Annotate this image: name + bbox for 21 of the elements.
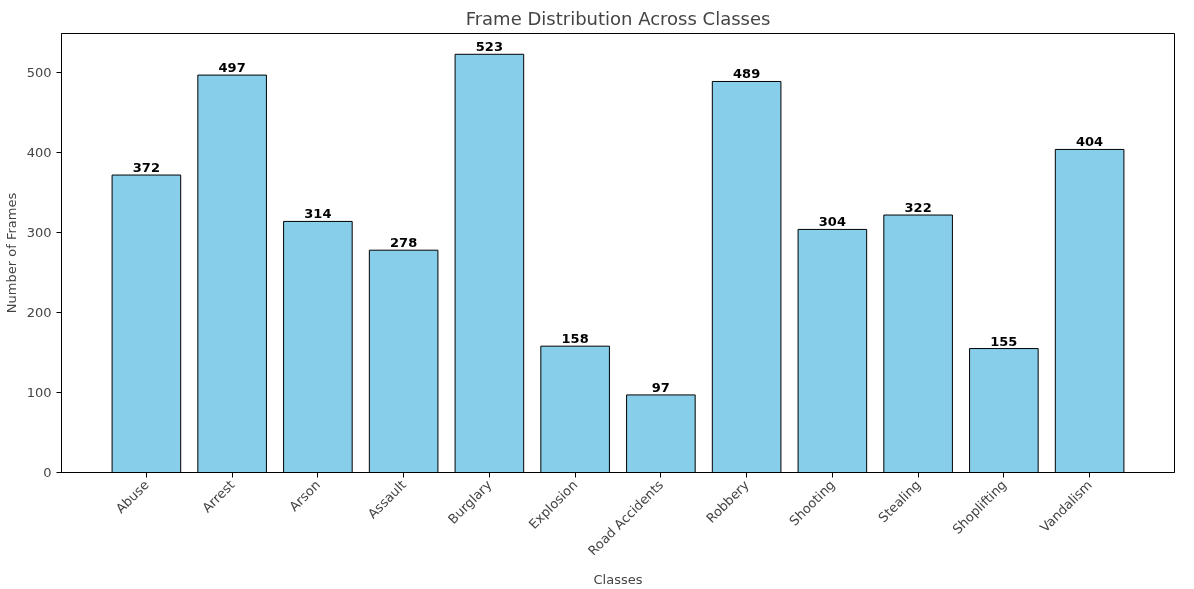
data-label: 497 — [218, 60, 246, 76]
y-tick-label: 400 — [26, 145, 52, 161]
data-label: 278 — [390, 235, 418, 251]
data-label: 158 — [561, 331, 589, 347]
chart-title: Frame Distribution Across Classes — [465, 7, 771, 29]
y-tick-label: 500 — [26, 65, 52, 81]
y-tick-label: 200 — [26, 305, 52, 321]
data-label: 489 — [733, 66, 761, 82]
data-label: 314 — [304, 206, 332, 222]
data-label: 372 — [132, 160, 160, 176]
y-axis-title: Number of Frames — [3, 192, 19, 314]
y-tick-label: 0 — [43, 465, 52, 480]
data-label: 304 — [818, 214, 846, 230]
data-label: 155 — [990, 333, 1018, 349]
y-tick-label: 100 — [26, 385, 52, 401]
x-axis-title: Classes — [593, 571, 643, 587]
y-tick-label: 300 — [26, 225, 52, 241]
data-label: 97 — [651, 379, 670, 395]
data-label: 523 — [475, 39, 503, 55]
data-label: 322 — [904, 200, 932, 216]
data-label: 404 — [1076, 134, 1104, 150]
